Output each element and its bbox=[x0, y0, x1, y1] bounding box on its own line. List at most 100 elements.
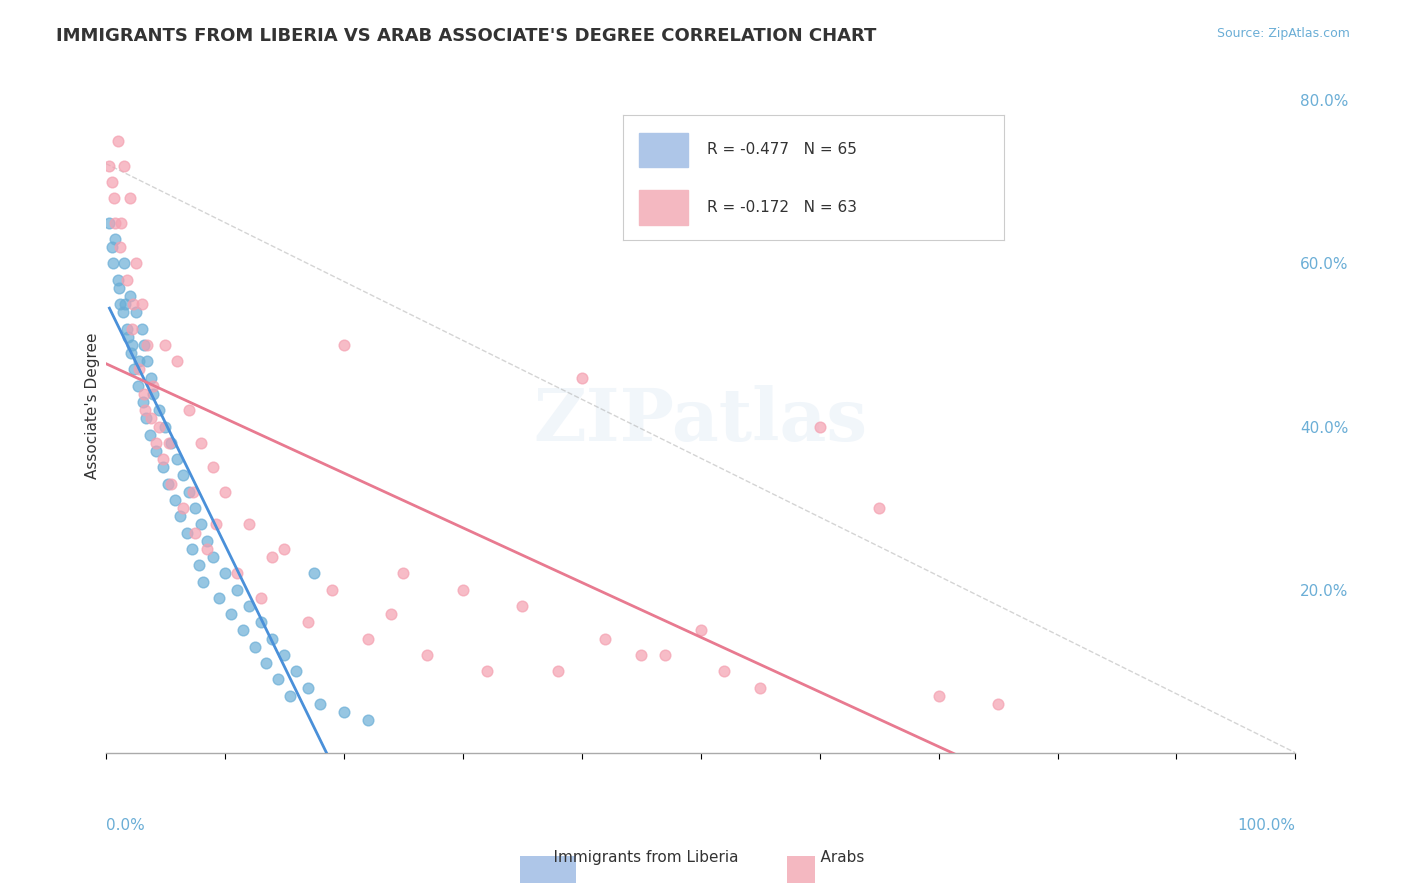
Point bbox=[256, 656, 278, 670]
Point bbox=[181, 484, 204, 499]
Point bbox=[214, 484, 236, 499]
Point bbox=[356, 632, 378, 646]
Point bbox=[309, 697, 332, 711]
Point bbox=[547, 664, 569, 678]
Point bbox=[262, 549, 284, 564]
Y-axis label: Associate's Degree: Associate's Degree bbox=[86, 333, 100, 479]
Point bbox=[110, 216, 132, 230]
Point bbox=[156, 476, 179, 491]
Point bbox=[107, 134, 129, 148]
Point bbox=[108, 297, 131, 311]
Point bbox=[114, 297, 136, 311]
Point bbox=[176, 525, 198, 540]
Point bbox=[136, 354, 159, 368]
Point bbox=[630, 648, 652, 662]
Point bbox=[249, 591, 271, 605]
Point bbox=[193, 574, 215, 589]
Point bbox=[160, 435, 183, 450]
Point bbox=[132, 338, 155, 352]
Point bbox=[475, 664, 498, 678]
Point bbox=[101, 175, 124, 189]
Point bbox=[208, 591, 231, 605]
Point bbox=[98, 159, 121, 173]
Point bbox=[451, 582, 474, 597]
Point bbox=[124, 305, 146, 319]
Point bbox=[180, 541, 202, 556]
Point bbox=[166, 354, 188, 368]
Point bbox=[187, 558, 209, 573]
Point bbox=[179, 484, 201, 499]
Point bbox=[392, 566, 415, 581]
Text: 100.0%: 100.0% bbox=[1237, 818, 1295, 833]
Point bbox=[868, 501, 890, 516]
Point bbox=[297, 615, 319, 630]
Point bbox=[928, 689, 950, 703]
Point bbox=[160, 476, 183, 491]
Point bbox=[808, 419, 831, 434]
Point bbox=[132, 395, 155, 409]
Text: IMMIGRANTS FROM LIBERIA VS ARAB ASSOCIATE'S DEGREE CORRELATION CHART: IMMIGRANTS FROM LIBERIA VS ARAB ASSOCIAT… bbox=[56, 27, 876, 45]
Text: Arabs: Arabs bbox=[801, 850, 865, 865]
Point bbox=[108, 281, 131, 295]
Point bbox=[124, 362, 146, 376]
Point bbox=[101, 240, 124, 254]
Point bbox=[148, 419, 170, 434]
Point bbox=[103, 191, 125, 205]
Point bbox=[214, 566, 236, 581]
Point bbox=[249, 615, 271, 630]
Point bbox=[136, 338, 159, 352]
Text: ZIPatlas: ZIPatlas bbox=[534, 384, 868, 456]
Point bbox=[139, 370, 162, 384]
Point bbox=[201, 549, 224, 564]
Point bbox=[302, 566, 325, 581]
Point bbox=[142, 379, 165, 393]
Point bbox=[139, 411, 162, 425]
Point bbox=[112, 256, 135, 270]
Point bbox=[163, 492, 186, 507]
Point bbox=[654, 648, 676, 662]
Point bbox=[117, 330, 139, 344]
Point bbox=[117, 322, 139, 336]
Point bbox=[152, 460, 174, 475]
Point bbox=[333, 338, 356, 352]
Point bbox=[184, 501, 207, 516]
Point bbox=[749, 681, 772, 695]
Point bbox=[225, 582, 247, 597]
Point bbox=[122, 297, 145, 311]
Point bbox=[195, 533, 218, 548]
Point bbox=[595, 632, 617, 646]
Point bbox=[155, 419, 177, 434]
Point bbox=[108, 240, 131, 254]
Point bbox=[104, 232, 127, 246]
Point bbox=[145, 444, 167, 458]
Point bbox=[117, 273, 139, 287]
Point bbox=[98, 216, 121, 230]
Point bbox=[243, 640, 266, 654]
Point bbox=[132, 387, 155, 401]
Point bbox=[238, 517, 260, 532]
Point bbox=[172, 501, 194, 516]
Point bbox=[131, 322, 153, 336]
Point bbox=[713, 664, 735, 678]
Point bbox=[689, 624, 711, 638]
Point bbox=[134, 403, 156, 417]
Point bbox=[152, 452, 174, 467]
Point bbox=[111, 305, 134, 319]
Point bbox=[510, 599, 533, 613]
Point bbox=[101, 256, 124, 270]
Point bbox=[131, 297, 153, 311]
Point bbox=[273, 648, 295, 662]
Point bbox=[238, 599, 260, 613]
Point bbox=[267, 673, 290, 687]
Point bbox=[201, 460, 224, 475]
Point bbox=[145, 435, 167, 450]
Point bbox=[135, 411, 157, 425]
Point bbox=[148, 403, 170, 417]
Point bbox=[321, 582, 343, 597]
Point bbox=[380, 607, 402, 621]
Point bbox=[139, 427, 162, 442]
Point bbox=[104, 216, 127, 230]
Point bbox=[121, 338, 143, 352]
Point bbox=[169, 509, 191, 524]
Point bbox=[120, 346, 142, 360]
